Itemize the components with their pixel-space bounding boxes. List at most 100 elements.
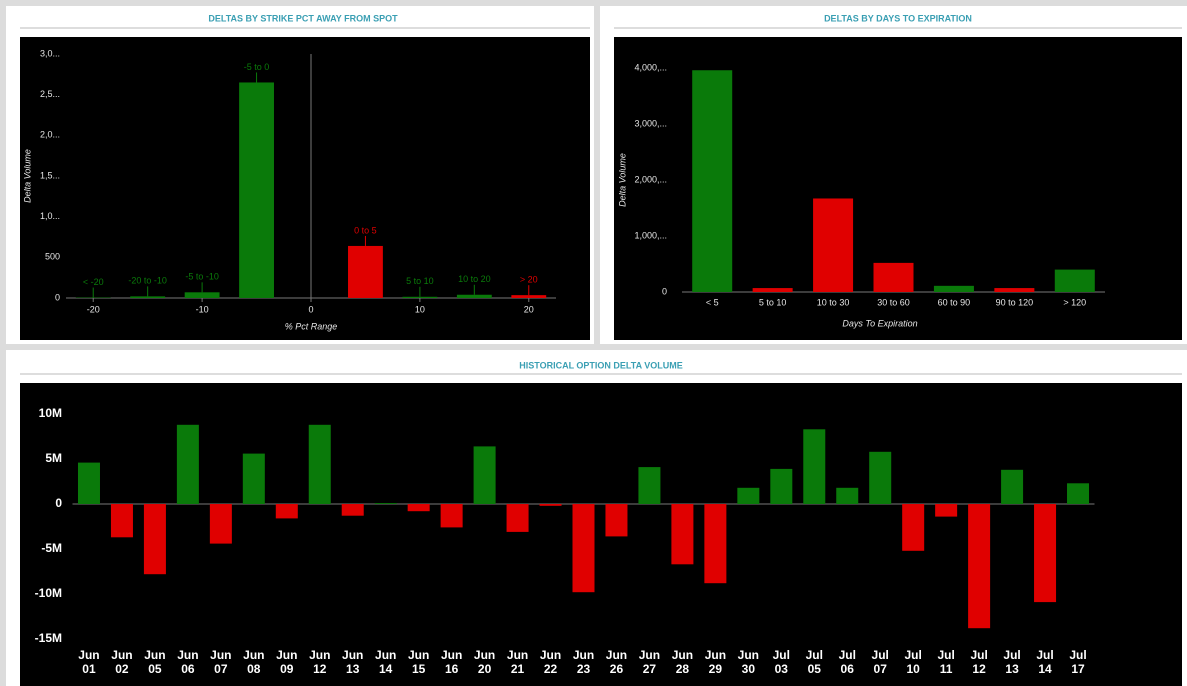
data-label: -5 to -10: [185, 272, 219, 282]
x-tick-label: Jun 02: [111, 648, 133, 676]
y-tick-label: -5M: [41, 541, 62, 555]
y-tick-label: 2,5...: [40, 89, 60, 99]
bar: [77, 462, 100, 504]
bar: [704, 504, 727, 584]
bar: [348, 245, 383, 298]
data-label: > 20: [520, 275, 538, 285]
bar: [902, 504, 925, 551]
x-tick-label: 0: [308, 304, 313, 314]
y-tick-label: 0: [55, 496, 62, 510]
x-tick-label: -20: [87, 304, 100, 314]
bar: [110, 504, 133, 538]
y-tick-label: -10M: [35, 586, 62, 600]
bar: [239, 82, 274, 298]
bar: [770, 468, 793, 504]
bar: [407, 504, 430, 512]
x-tick-label: Jun 29: [704, 648, 727, 676]
x-tick-label: Jul 07: [871, 648, 889, 676]
data-label: -5 to 0: [244, 62, 270, 72]
data-label: < -20: [83, 277, 104, 287]
bar: [176, 424, 199, 504]
x-tick-label: Jun 06: [177, 648, 199, 676]
chart-title: DELTAS BY STRIKE PCT AWAY FROM SPOT: [208, 13, 398, 23]
data-label: 5 to 10: [406, 276, 434, 286]
bar: [275, 504, 298, 519]
x-tick-label: Jun 01: [78, 648, 100, 676]
data-label: 10 to 20: [458, 274, 491, 284]
y-tick-label: 0: [662, 286, 667, 296]
bar: [456, 294, 492, 298]
x-tick-label: Jun 16: [440, 648, 463, 676]
bar: [184, 292, 220, 298]
bar: [869, 451, 892, 504]
x-tick-label: Jul 13: [1003, 648, 1021, 676]
plot-area: [20, 37, 590, 340]
bar: [511, 295, 547, 298]
bar: [209, 504, 232, 544]
bar: [402, 296, 438, 298]
x-tick-label: Jun 20: [473, 648, 496, 676]
x-tick-label: 90 to 120: [996, 297, 1034, 307]
bar: [605, 504, 628, 537]
x-tick-label: Jun 27: [638, 648, 661, 676]
x-tick-label: 60 to 90: [938, 297, 971, 307]
x-tick-label: Jun 07: [210, 648, 232, 676]
x-tick-label: Jun 08: [243, 648, 265, 676]
y-tick-label: 2,0...: [40, 130, 60, 140]
bar: [994, 288, 1035, 292]
bar: [638, 467, 661, 504]
bar: [506, 504, 529, 532]
y-tick-label: 3,0...: [40, 48, 60, 58]
x-tick-label: Jun 14: [375, 648, 397, 676]
x-tick-label: Jun 21: [506, 648, 529, 676]
x-tick-label: Jul 12: [970, 648, 988, 676]
x-tick-label: Jul 10: [904, 648, 922, 676]
bar: [341, 504, 364, 516]
bar: [803, 429, 826, 504]
y-tick-label: 10M: [39, 406, 62, 420]
y-tick-label: 4,000,...: [634, 62, 667, 72]
x-tick-label: Jun 26: [605, 648, 628, 676]
bar: [1054, 269, 1095, 292]
bar: [308, 424, 331, 504]
x-tick-label: Jun 30: [737, 648, 759, 676]
y-tick-label: 3,000,...: [634, 118, 667, 128]
bar: [933, 285, 974, 292]
bar: [374, 503, 397, 504]
x-tick-label: 10: [415, 304, 425, 314]
x-tick-label: 30 to 60: [877, 297, 910, 307]
x-tick-label: Jun 05: [144, 648, 166, 676]
x-tick-label: Jun 09: [276, 648, 298, 676]
x-tick-label: 20: [524, 304, 534, 314]
bar: [242, 453, 265, 504]
bar: [671, 504, 694, 565]
x-tick-label: Jul 06: [838, 648, 856, 676]
y-tick-label: 500: [45, 252, 60, 262]
data-label: 0 to 5: [354, 225, 377, 235]
bar: [737, 487, 760, 504]
x-tick-label: 10 to 30: [817, 297, 850, 307]
x-tick-label: Jun 22: [539, 648, 562, 676]
x-tick-label: < 5: [706, 297, 719, 307]
bar: [539, 504, 562, 506]
chart-title: DELTAS BY DAYS TO EXPIRATION: [824, 13, 972, 23]
bar: [813, 198, 854, 292]
bar: [1067, 483, 1090, 504]
x-axis-title: Days To Expiration: [842, 318, 917, 328]
bar: [130, 296, 166, 298]
x-tick-label: Jul 11: [937, 648, 955, 676]
bar: [873, 262, 914, 292]
x-tick-label: Jun 13: [342, 648, 364, 676]
bar: [836, 487, 859, 504]
bar: [440, 504, 463, 528]
x-tick-label: Jun 15: [407, 648, 430, 676]
x-tick-label: 5 to 10: [759, 297, 787, 307]
bar: [692, 70, 733, 293]
y-tick-label: 5M: [45, 451, 62, 465]
x-axis-title: % Pct Range: [285, 321, 338, 331]
bar: [1034, 504, 1057, 603]
x-tick-label: Jun 28: [671, 648, 694, 676]
bar: [935, 504, 958, 517]
